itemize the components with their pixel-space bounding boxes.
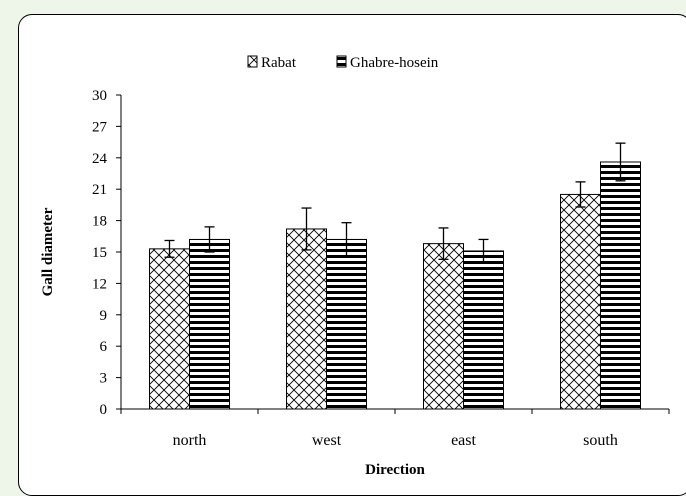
y-tick-label: 12	[92, 276, 107, 292]
bar-rabat	[149, 248, 190, 410]
y-tick-label: 30	[92, 88, 107, 104]
x-axis-ticks: north west east south	[120, 409, 670, 449]
bar-ghabre-hosein	[189, 238, 230, 410]
legend-swatch-rabat	[247, 55, 258, 68]
bar-chart: 0 3 6 9 12 15 18 21 24 27 30 north west east south Di…	[40, 55, 670, 478]
bar-ghabre-hosein	[600, 161, 641, 410]
x-category-label: south	[583, 432, 618, 449]
legend: Rabat Ghabre-hosein	[247, 55, 439, 71]
bar-rabat	[286, 228, 327, 410]
x-axis-title: Direction	[365, 462, 425, 478]
y-tick-label: 27	[92, 119, 108, 135]
error-bars	[164, 142, 626, 264]
y-tick-label: 24	[92, 151, 108, 167]
legend-label-rabat: Rabat	[261, 55, 297, 71]
y-tick-label: 21	[92, 182, 107, 198]
bar-ghabre-hosein	[326, 238, 367, 410]
y-tick-label: 9	[100, 308, 108, 324]
x-category-label: north	[173, 432, 207, 449]
bars	[149, 161, 641, 410]
bar-ghabre-hosein	[463, 250, 504, 410]
y-tick-label: 15	[92, 245, 107, 261]
y-tick-label: 6	[100, 339, 108, 355]
y-axis-title: Gall diameter	[40, 207, 56, 296]
bar-rabat	[560, 193, 601, 410]
y-tick-label: 3	[100, 371, 108, 387]
x-category-label: west	[312, 432, 342, 449]
chart-frame: 0 3 6 9 12 15 18 21 24 27 30 north west east south Di…	[18, 14, 686, 496]
y-axis-ticks: 0 3 6 9 12 15 18 21 24 27 30	[92, 88, 121, 418]
legend-label-ghabre-hosein: Ghabre-hosein	[350, 55, 439, 71]
y-tick-label: 18	[92, 214, 107, 230]
legend-swatch-ghabre-hosein	[336, 55, 347, 68]
y-tick-label: 0	[100, 402, 108, 418]
x-category-label: east	[451, 432, 476, 449]
bar-rabat	[423, 243, 464, 410]
